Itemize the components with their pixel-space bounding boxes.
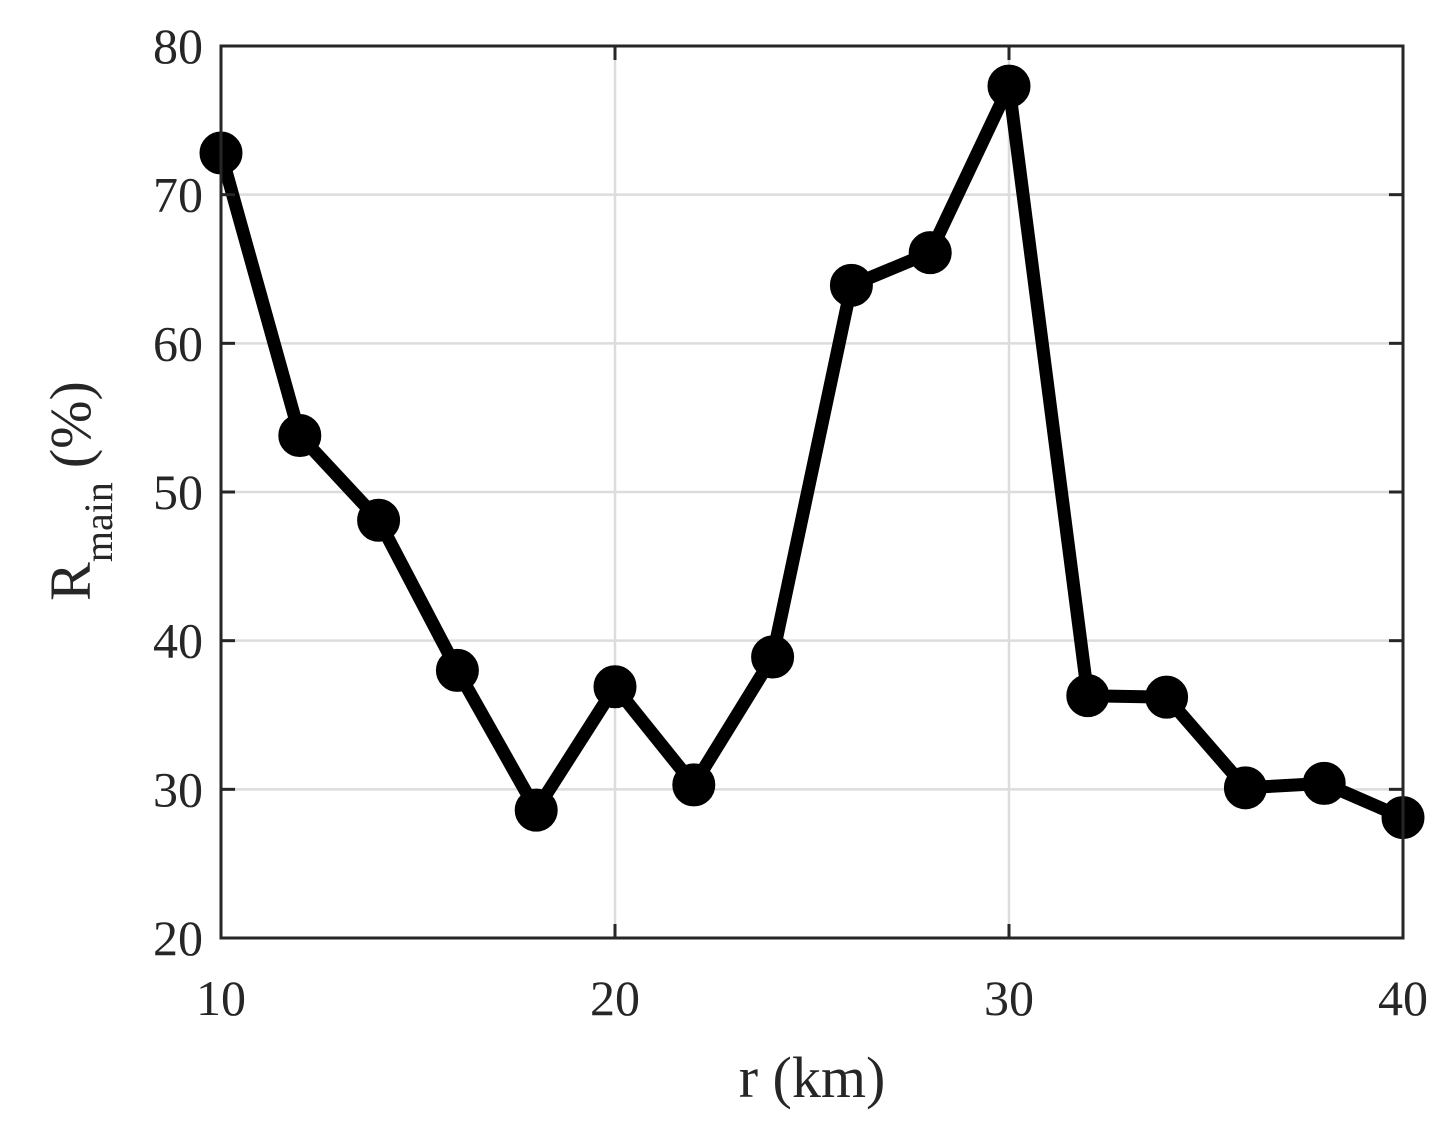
x-tick-label: 10 — [196, 970, 246, 1026]
series-line — [214, 79, 1410, 825]
y-axis-title-main: R — [38, 562, 103, 601]
grid-lines — [221, 46, 1403, 938]
x-tick-label: 20 — [590, 970, 640, 1026]
y-axis-title-suffix: (%) — [38, 381, 103, 468]
data-point — [435, 648, 479, 692]
data-point — [987, 64, 1031, 108]
data-point — [751, 635, 795, 679]
data-point — [357, 498, 401, 542]
x-tick-label: 40 — [1378, 970, 1428, 1026]
x-tick-labels: 10 20 30 40 — [196, 970, 1428, 1026]
y-tick-label: 50 — [153, 464, 203, 520]
y-axis-title-subscript: main — [76, 482, 121, 562]
data-point — [672, 763, 716, 807]
y-tick-labels: 20 30 40 50 60 70 80 — [153, 18, 203, 966]
data-point — [1145, 675, 1189, 719]
y-axis-title: Rmain (%) — [38, 381, 121, 601]
y-tick-label: 80 — [153, 18, 203, 74]
data-point — [514, 788, 558, 832]
y-tick-label: 20 — [153, 910, 203, 966]
y-tick-label: 60 — [153, 315, 203, 371]
y-tick-label: 70 — [153, 167, 203, 223]
data-point — [908, 231, 952, 275]
data-point — [1223, 766, 1267, 810]
data-point — [593, 665, 637, 709]
x-tick-label: 30 — [984, 970, 1034, 1026]
y-tick-label: 40 — [153, 613, 203, 669]
tick-marks — [219, 44, 1405, 940]
data-point — [829, 263, 873, 307]
data-point — [278, 414, 322, 458]
x-axis-title: r (km) — [739, 1045, 886, 1110]
data-point — [1302, 761, 1346, 805]
data-point — [1066, 674, 1110, 718]
y-tick-label: 30 — [153, 761, 203, 817]
